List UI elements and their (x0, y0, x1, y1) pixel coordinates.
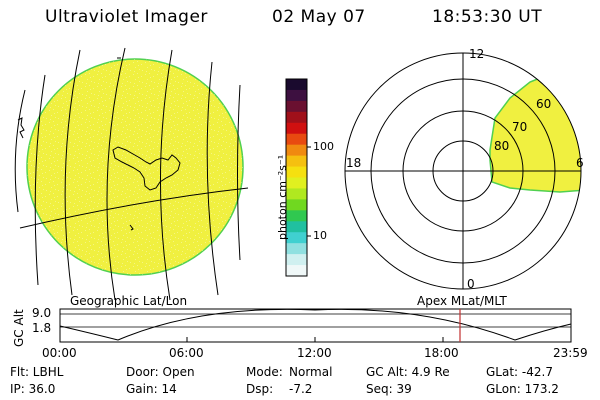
colorbar-segment (286, 265, 307, 277)
polar-label-6: 6 (576, 156, 584, 170)
info-mode-label: Mode: (246, 365, 283, 379)
polar-label-60: 60 (536, 97, 552, 111)
timeline-right-label: Apex MLat/MLT (417, 294, 507, 308)
polar-label-0: 0 (467, 277, 475, 291)
timeline-xtick-2359: 23:59 (553, 346, 588, 360)
colorbar-segment (286, 133, 307, 146)
info-seq: Seq: 39 (366, 382, 412, 396)
earth-image (14, 47, 249, 300)
colorbar-segment (286, 188, 307, 200)
info-dsp-value: -7.2 (289, 382, 313, 396)
info-gain: Gain: 14 (126, 382, 177, 396)
info-filter: Flt: LBHL (10, 365, 64, 379)
colorbar-segment (286, 254, 307, 266)
image-noise (27, 59, 243, 275)
colorbar-segment (286, 79, 307, 91)
info-ip: IP: 36.0 (10, 382, 56, 396)
colorbar-segment (286, 122, 307, 135)
polar-label-18: 18 (346, 156, 362, 170)
timeline-xtick-0000: 00:00 (42, 346, 77, 360)
info-glon: GLon: 173.2 (486, 382, 559, 396)
time-label: 18:53:30 UT (432, 7, 543, 27)
timeline-xtick-1800: 18:00 (424, 346, 459, 360)
colorbar-segment (286, 177, 307, 189)
colorbar-segment (286, 155, 307, 168)
info-glat: GLat: -42.7 (486, 365, 553, 379)
polar-data-region (489, 73, 581, 193)
polar-label-80: 80 (494, 139, 510, 153)
colorbar-segment (286, 111, 307, 124)
colorbar-segment (286, 243, 307, 255)
info-dsp-label: Dsp: (246, 382, 274, 396)
colorbar-segment (286, 232, 307, 244)
timeline-y-label: GC Alt (12, 309, 26, 347)
info-mode-value: Normal (289, 365, 333, 379)
colorbar-tick-10: 10 (313, 229, 327, 242)
info-gc-alt: GC Alt: 4.9 Re (366, 365, 450, 379)
coastline (17, 57, 181, 231)
polar-label-12: 12 (469, 47, 485, 61)
date-label: 02 May 07 (272, 7, 366, 27)
timeline-xtick-0600: 06:00 (169, 346, 204, 360)
info-door: Door: Open (126, 365, 195, 379)
instrument-title: Ultraviolet Imager (45, 7, 208, 27)
timeline-ytick-1.8: 1.8 (32, 321, 52, 335)
colorbar-segment (286, 144, 307, 157)
colorbar-segment (286, 199, 307, 211)
colorbar-segment (286, 210, 307, 222)
colorbar-segment (286, 221, 307, 233)
timeline-xtick-1200: 12:00 (297, 346, 332, 360)
colorbar-tick-100: 100 (313, 140, 334, 153)
colorbar-segment (286, 89, 307, 102)
colorbar-units: photon cm⁻²s⁻¹ (276, 154, 289, 240)
timeline-ytick-9: 9.0 (32, 306, 52, 320)
timeline-ticks (59, 337, 572, 342)
colorbar (285, 78, 311, 277)
timeline-left-label: Geographic Lat/Lon (70, 294, 188, 308)
colorbar-segment (286, 100, 307, 113)
colorbar-segment (286, 166, 307, 178)
longitude-grid (14, 47, 249, 300)
altitude-curve (59, 308, 572, 341)
timeline-plot (59, 308, 572, 343)
polar-plot (344, 52, 582, 290)
polar-label-70: 70 (512, 120, 528, 134)
